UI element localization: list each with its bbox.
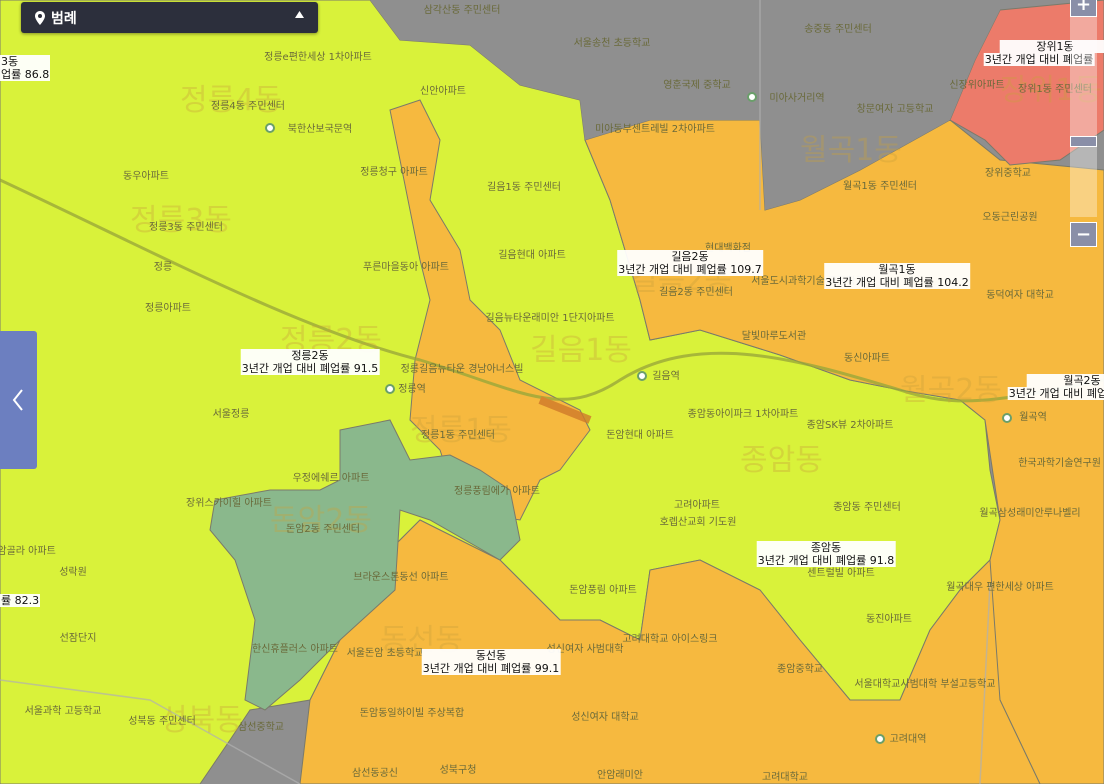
- poi-label: 삼각산동 주민센터: [423, 5, 501, 16]
- poi-label: 송중동 주민센터: [804, 24, 872, 35]
- poi-label: 월곡삼성래미안루나벨리: [979, 508, 1081, 519]
- poi-label: 길음2동 주민센터: [659, 287, 733, 298]
- svg-text:종암동: 종암동: [740, 443, 823, 478]
- poi-label: 신안아파트: [420, 86, 466, 97]
- poi-label: 종암동아이파크 1차아파트: [687, 409, 799, 420]
- svg-text:정릉3동: 정릉3동: [130, 203, 232, 238]
- poi-label: 정릉청구 아파트: [360, 167, 428, 178]
- poi-label: 길음역: [652, 371, 680, 382]
- map-pin-icon: [35, 10, 45, 29]
- svg-text:성북동: 성북동: [160, 703, 243, 738]
- region-orange-jeongneung1[interactable]: [389, 99, 591, 521]
- poi-label: 서울돈암 초등학교: [346, 648, 424, 659]
- poi-label: 삼선중학교: [238, 722, 284, 733]
- svg-text:정릉1동: 정릉1동: [410, 413, 512, 448]
- poi-label: 서울대학교사범대학 부설고등학교: [854, 679, 996, 690]
- poi-label: 돈암동일하이빌 주상복합: [359, 708, 465, 719]
- poi-label: 장위중학교: [985, 168, 1031, 179]
- poi-label: 영훈국제 중학교: [663, 80, 731, 91]
- poi-label: 돈암현대 아파트: [606, 430, 674, 441]
- poi-label: 고려대역: [889, 734, 927, 745]
- poi-label: 오동근린공원: [982, 212, 1038, 223]
- poi-label: 정릉1동 주민센터: [421, 430, 495, 441]
- svg-text:길음1동: 길음1동: [530, 333, 632, 368]
- poi-label: 서울정릉: [212, 409, 250, 420]
- poi-label: 북한산보국문역: [287, 124, 353, 135]
- poi-label: 성북동 주민센터: [128, 716, 196, 727]
- poi-label: 동진아파트: [866, 614, 912, 625]
- poi-label: 신장위아파트: [949, 80, 1005, 91]
- poi-label: 종암중학교: [777, 664, 823, 675]
- svg-text:정릉2동: 정릉2동: [280, 323, 382, 358]
- side-panel-toggle[interactable]: [0, 331, 37, 469]
- poi-label: 종암SK뷰 2차아파트: [806, 420, 894, 431]
- poi-label: 정릉아파트: [145, 303, 191, 314]
- poi-label: 서울도시과학기술 고등학교: [751, 276, 865, 287]
- poi-label: 고려대학교: [762, 772, 808, 783]
- poi-label: 동신아파트: [844, 353, 890, 364]
- poi-label: 안암래미안: [597, 770, 643, 781]
- poi-label: 고려아파트: [674, 500, 720, 511]
- region-unshaded-ne: [370, 0, 1000, 210]
- poi-label: 현대백화점: [705, 243, 751, 254]
- poi-label: 정릉3동 주민센터: [149, 222, 223, 233]
- poi-label: 서울과학 고등학교: [24, 706, 102, 717]
- region-orange-dongseon[interactable]: [299, 519, 1041, 784]
- svg-text:돈암2동: 돈암2동: [270, 503, 372, 538]
- zoom-slider-handle[interactable]: [1070, 136, 1097, 147]
- poi-label: 정릉역: [398, 384, 426, 395]
- poi-label: 정릉풍림에가 아파트: [454, 486, 540, 497]
- svg-text:장위1동: 장위1동: [1000, 73, 1102, 108]
- svg-text:정릉4동: 정릉4동: [180, 83, 282, 118]
- poi-label: 한국과학기술연구원 우체국: [1018, 458, 1104, 469]
- poi-label: 달빛마루도서관: [741, 331, 807, 342]
- poi-label: 고려대학교 아이스링크: [622, 634, 718, 645]
- legend-title: 범례: [51, 11, 77, 27]
- poi-label: 호렙산교회 기도원: [659, 517, 737, 528]
- poi-label: 한신휴플러스 아파트: [252, 644, 338, 655]
- poi-label: 성신여자 사범대학: [546, 644, 624, 655]
- poi-label: 우정에쉐르 아파트: [292, 473, 370, 484]
- poi-label: 창문여자 고등학교: [856, 104, 934, 115]
- poi-label: 월곡역: [1019, 412, 1047, 423]
- zoom-out-button[interactable]: −: [1070, 222, 1097, 247]
- poi-label: 종암동 주민센터: [833, 502, 901, 513]
- poi-label: 동우아파트: [123, 171, 169, 182]
- poi-label: 동덕여자 대학교: [986, 290, 1054, 301]
- poi-label: 돈암골라 아파트: [0, 546, 56, 557]
- legend-toggle[interactable]: 범례: [21, 2, 318, 33]
- svg-text:월곡1동: 월곡1동: [800, 133, 902, 168]
- zoom-slider-track[interactable]: [1070, 17, 1097, 217]
- zoom-in-button[interactable]: +: [1070, 0, 1097, 17]
- poi-label: 서울송천 초등학교: [573, 38, 651, 49]
- poi-label: 돈암2동 주민센터: [286, 524, 360, 535]
- poi-label: 성신여자 대학교: [571, 712, 639, 723]
- poi-label: 길음현대 아파트: [498, 250, 566, 261]
- poi-label: 정릉길음뉴타운 경남아너스빌: [400, 364, 524, 375]
- poi-label: 돈암풍림 아파트: [569, 585, 637, 596]
- poi-label: 성락원: [59, 567, 87, 578]
- poi-label: 삼선동공신: [352, 768, 398, 779]
- poi-label: 선잠단지: [59, 633, 97, 644]
- poi-label: 정릉e편한세상 1차아파트: [264, 52, 372, 63]
- poi-label: 성북구청: [439, 765, 477, 776]
- poi-label: 장위1동 주민센터: [1018, 84, 1092, 95]
- poi-label: 정릉4동 주민센터: [211, 101, 285, 112]
- poi-label: 미아사거리역: [769, 93, 825, 104]
- region-green-donam2[interactable]: [209, 419, 521, 711]
- poi-label: 길음1동 주민센터: [487, 182, 561, 193]
- poi-label: 푸른마을동아 아파트: [363, 262, 449, 273]
- poi-label: 미아동부센트레빌 2차아파트: [595, 124, 715, 135]
- chevron-left-icon: [12, 389, 23, 411]
- poi-label: 길음뉴타운래미안 1단지아파트: [485, 313, 615, 324]
- poi-label: 장위스카이힐 아파트: [186, 498, 272, 509]
- poi-label: 월곡대우 편한세상 아파트: [946, 582, 1054, 593]
- caret-up-icon: [295, 10, 304, 21]
- poi-label: 센트럴빌 아파트: [807, 568, 875, 579]
- svg-text:월곡2동: 월곡2동: [900, 373, 1002, 408]
- poi-label: 브라운스톤동선 아파트: [353, 572, 449, 583]
- poi-label: 월곡1동 주민센터: [843, 181, 917, 192]
- poi-label: 정릉: [153, 262, 173, 273]
